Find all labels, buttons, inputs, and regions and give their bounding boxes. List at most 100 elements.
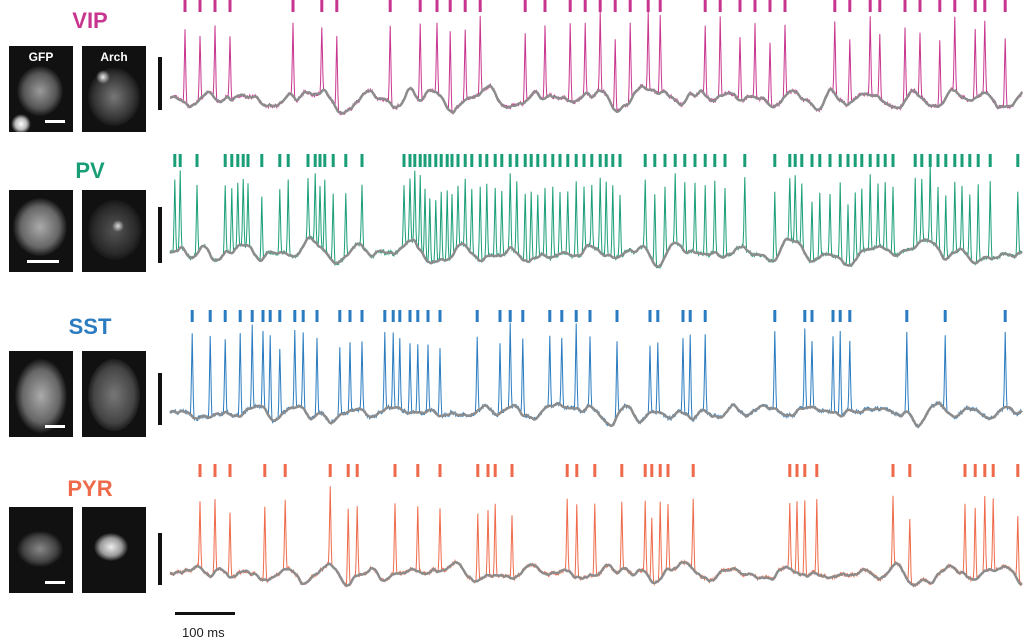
raster-spike-tick [838,154,842,167]
raster-spike-tick [963,464,967,477]
raster-spike-tick [173,154,177,167]
raster-spike-tick [493,464,497,477]
raster-spike-tick [228,0,232,12]
label-pyr: PYR [67,476,113,501]
raster-spike-tick [391,310,395,322]
raster-spike-tick [278,310,282,322]
raster-spike-tick [213,464,217,477]
raster-spike-tick [908,464,912,477]
raster-spike-tick [928,154,932,167]
raster-spike-tick [646,0,650,12]
vip-voltage-scale-bar [158,57,162,110]
raster-spike-tick [313,154,317,167]
raster-spike-tick [278,154,282,167]
raster-spike-tick [423,154,427,167]
raster-spike-tick [913,154,917,167]
raster-spike-tick [463,0,467,12]
raster-spike-tick [263,464,267,477]
raster-spike-tick [260,154,264,167]
raster-spike-tick [918,0,922,12]
raster-spike-tick [598,154,602,167]
raster-spike-tick [743,154,747,167]
label-sst: SST [68,314,112,339]
raster-spike-tick [320,0,324,12]
raster-spike-tick [891,154,895,167]
raster-spike-tick [283,464,287,477]
sst-panel [169,310,1023,429]
raster-spike-tick [810,154,814,167]
raster-spike-tick [236,154,240,167]
pv-gfp-image [9,190,73,272]
vip-subthreshold-trace [170,84,1023,115]
raster-spike-tick [681,310,685,322]
raster-spike-tick [438,310,442,322]
raster-spike-tick [703,154,707,167]
raster-spike-tick [508,310,512,322]
raster-spike-tick [876,154,880,167]
raster-spike-tick [476,464,480,477]
raster-spike-tick [1016,154,1020,167]
raster-spike-tick [905,310,909,322]
raster-spike-tick [439,154,443,167]
raster-spike-tick [238,310,242,322]
raster-spike-tick [318,154,322,167]
raster-spike-tick [618,154,622,167]
vip-gfp-image: GFP [9,46,73,132]
raster-spike-tick [383,310,387,322]
raster-spike-tick [795,464,799,477]
raster-spike-tick [1003,0,1007,12]
raster-spike-tick [615,310,619,322]
raster-spike-tick [773,310,777,322]
raster-spike-tick [223,310,227,322]
raster-spike-tick [315,310,319,322]
raster-spike-tick [475,310,479,322]
label-pv: PV [75,158,105,183]
raster-spike-tick [523,0,527,12]
raster-spike-tick [960,154,964,167]
raster-spike-tick [620,464,624,477]
raster-spike-tick [223,154,227,167]
raster-spike-tick [558,154,562,167]
raster-spike-tick [418,0,422,12]
pyr-gfp-image [9,507,73,593]
raster-spike-tick [788,154,792,167]
raster-spike-tick [416,310,420,322]
raster-spike-tick [435,0,439,12]
raster-spike-tick [656,310,660,322]
raster-spike-tick [703,310,707,322]
raster-spike-tick [268,310,272,322]
raster-spike-tick [848,310,852,322]
raster-spike-tick [291,0,295,12]
raster-spike-tick [568,0,572,12]
raster-spike-tick [738,0,742,12]
pyr-subthreshold-trace [170,560,1023,587]
raster-spike-tick [943,310,947,322]
time-scale-label: 100 ms [182,625,225,640]
raster-spike-tick [523,154,527,167]
raster-spike-tick [833,0,837,12]
pyr-voltage-trace [169,486,1023,588]
raster-spike-tick [683,154,687,167]
raster-spike-tick [548,310,552,322]
raster-spike-tick [478,0,482,12]
sst-gfp-image [9,351,73,437]
raster-spike-tick [753,0,757,12]
raster-spike-tick [286,154,290,167]
raster-spike-tick [456,154,460,167]
raster-spike-tick [450,154,454,167]
raster-spike-tick [500,154,504,167]
raster-spike-tick [413,154,417,167]
raster-spike-tick [611,154,615,167]
raster-spike-tick [338,310,342,322]
raster-spike-tick [983,0,987,12]
pyr-voltage-scale-bar [158,533,162,585]
raster-spike-tick [508,154,512,167]
raster-spike-tick [293,310,297,322]
raster-spike-tick [418,154,422,167]
raster-spike-tick [428,154,432,167]
raster-spike-tick [393,464,397,477]
raster-spike-tick [693,154,697,167]
raster-spike-tick [604,154,608,167]
raster-spike-tick [903,0,907,12]
time-scale-bar [175,612,235,615]
